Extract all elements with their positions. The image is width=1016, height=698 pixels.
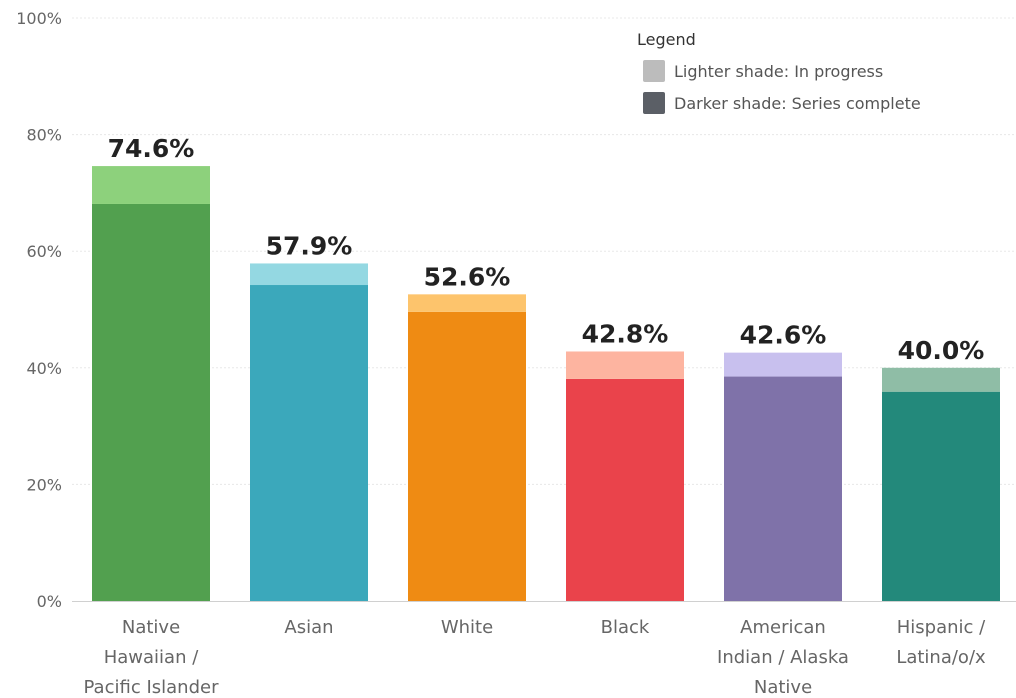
- bar-series-complete: [92, 203, 210, 602]
- category-label: Black: [601, 617, 650, 638]
- y-tick-label: 100%: [16, 9, 62, 28]
- category-label: Native Hawaiian / Pacific Islander: [84, 617, 220, 698]
- legend-title: Legend: [637, 30, 696, 49]
- bar-series-complete: [882, 391, 1000, 601]
- bar-series-complete: [408, 311, 526, 601]
- y-tick-label: 40%: [26, 359, 62, 378]
- bars: [92, 166, 1000, 602]
- data-label: 74.6%: [108, 134, 195, 163]
- legend-label-in-progress: Lighter shade: In progress: [674, 62, 883, 81]
- gridlines: [72, 17, 1016, 485]
- bar-in-progress: [408, 294, 526, 312]
- legend-swatch-in-progress: [643, 60, 665, 82]
- bar-in-progress: [882, 367, 1000, 392]
- data-labels: 74.6% 57.9% 52.6% 42.8% 42.6% 40.0%: [108, 134, 985, 365]
- bar-in-progress: [250, 263, 368, 286]
- category-label: Asian: [284, 617, 333, 638]
- legend-label-series-complete: Darker shade: Series complete: [674, 94, 921, 113]
- y-tick-label: 60%: [26, 242, 62, 261]
- bar-series-complete: [250, 285, 368, 601]
- bar-in-progress: [724, 352, 842, 377]
- category-label: American Indian / Alaska Native: [717, 617, 849, 698]
- legend-swatch-series-complete: [643, 92, 665, 114]
- data-label: 42.8%: [582, 319, 669, 348]
- bar-series-complete: [724, 376, 842, 601]
- y-tick-label: 20%: [26, 475, 62, 494]
- y-tick-label: 0%: [37, 592, 62, 611]
- bar-in-progress: [566, 351, 684, 379]
- data-label: 52.6%: [424, 262, 511, 291]
- y-axis: 0% 20% 40% 60% 80% 100%: [16, 9, 62, 611]
- bar-series-complete: [566, 378, 684, 601]
- legend: Legend Lighter shade: In progress Darker…: [637, 30, 921, 114]
- category-label: White: [441, 617, 493, 638]
- data-label: 42.6%: [740, 321, 827, 350]
- y-tick-label: 80%: [26, 126, 62, 145]
- x-axis: Native Hawaiian / Pacific Islander Asian Whi…: [72, 601, 1016, 698]
- data-label: 40.0%: [898, 336, 985, 365]
- data-label: 57.9%: [266, 231, 353, 260]
- bar-in-progress: [92, 166, 210, 204]
- category-label: Hispanic / Latina/o/x: [896, 617, 986, 668]
